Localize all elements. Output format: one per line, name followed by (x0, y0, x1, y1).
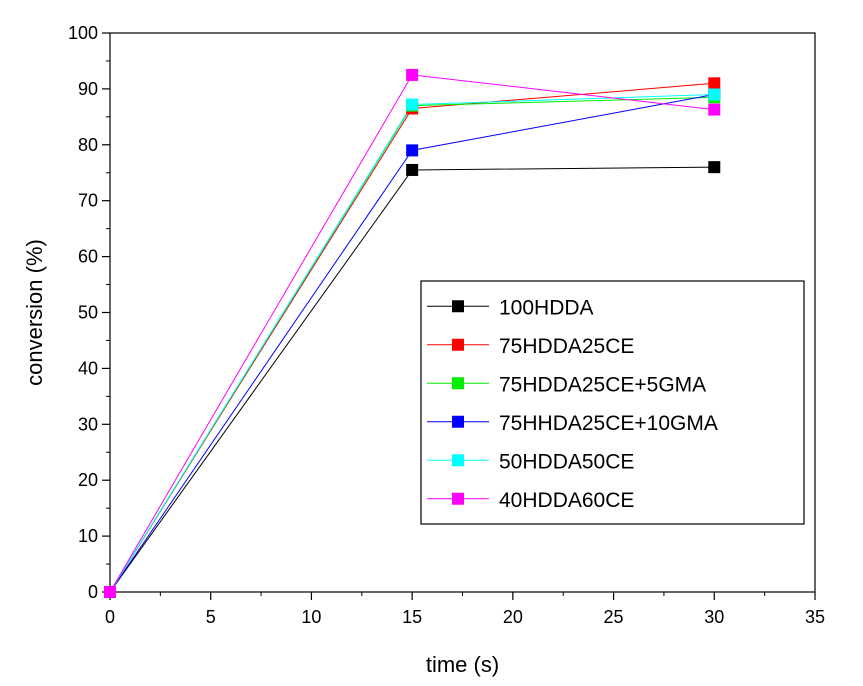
data-point (708, 77, 721, 90)
data-point (708, 103, 721, 116)
legend-label: 40HDDA60CE (499, 489, 634, 512)
x-tick-label: 20 (503, 607, 523, 627)
y-tick-label: 90 (78, 79, 98, 99)
y-tick-label: 30 (78, 414, 98, 434)
x-tick-label: 25 (604, 607, 624, 627)
x-tick-label: 15 (402, 607, 422, 627)
axes-layer: 0 5 10 15 20 25 30 35 0 10 20 30 40 50 60 70 80 90 100 (68, 23, 825, 627)
legend-label: 100HDDA (499, 296, 594, 319)
y-tick-label: 70 (78, 191, 98, 211)
data-point (708, 161, 721, 174)
legend: 100HDDA 75HDDA25CE 75HDDA25CE+5GMA 75HHDA25… (420, 280, 805, 525)
legend-marker (452, 415, 464, 428)
legend-marker (452, 492, 464, 505)
data-point (406, 68, 419, 81)
data-point (406, 163, 419, 176)
legend-label: 50HDDA50CE (499, 450, 634, 473)
x-tick-label: 5 (206, 607, 216, 627)
series-markers-layer (104, 68, 721, 598)
y-tick-label: 40 (78, 358, 98, 378)
y-tick-label: 10 (78, 526, 98, 546)
y-tick-label: 20 (78, 470, 98, 490)
legend-marker (452, 377, 464, 390)
legend-marker (452, 300, 464, 313)
y-tick-label: 50 (78, 303, 98, 323)
legend-marker (452, 338, 464, 351)
legend-label: 75HHDA25CE+10GMA (499, 412, 718, 435)
x-tick-label: 35 (805, 607, 825, 627)
x-axis-title: time (s) (426, 652, 499, 677)
legend-label: 75HDDA25CE (499, 335, 634, 358)
y-axis-title: conversion (%) (22, 239, 47, 386)
data-point (708, 88, 721, 101)
y-tick-label: 0 (88, 582, 98, 602)
data-point (104, 586, 116, 598)
y-tick-label: 100 (68, 23, 98, 43)
x-tick-label: 0 (105, 607, 115, 627)
x-tick-label: 30 (704, 607, 724, 627)
data-point (406, 98, 419, 111)
x-tick-label: 10 (301, 607, 321, 627)
y-tick-label: 60 (78, 247, 98, 267)
legend-marker (452, 454, 464, 467)
data-point (406, 144, 419, 157)
y-tick-label: 80 (78, 135, 98, 155)
legend-label: 75HDDA25CE+5GMA (499, 373, 706, 396)
legend-box (420, 280, 805, 525)
